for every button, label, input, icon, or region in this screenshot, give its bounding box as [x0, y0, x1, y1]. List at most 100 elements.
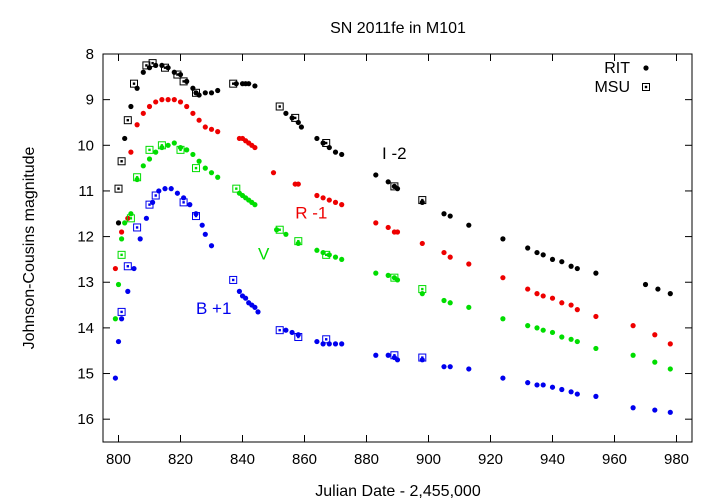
rit-point [128, 149, 134, 155]
x-tick-label: 800 [106, 451, 131, 468]
rit-point [534, 249, 540, 256]
rit-point [339, 151, 345, 158]
x-tick-label: 960 [602, 451, 627, 468]
rit-point [202, 124, 208, 130]
rit-point [252, 202, 258, 208]
rit-point [283, 327, 289, 333]
msu-point [192, 164, 200, 173]
rit-point [162, 186, 168, 192]
rit-point [314, 247, 320, 253]
rit-point [525, 286, 531, 292]
rit-point [295, 181, 301, 187]
msu-point [123, 116, 132, 125]
y-tick-label: 13 [77, 274, 94, 291]
rit-point [500, 236, 506, 242]
rit-point [568, 302, 574, 308]
msu-point [418, 285, 427, 294]
rit-point [208, 170, 215, 176]
msu-point [229, 79, 238, 88]
msu-point [117, 250, 126, 259]
y-tick-labels: 8 9 10 11 12 13 14 15 16 [77, 46, 94, 428]
rit-point [525, 245, 531, 251]
rit-point [630, 352, 636, 358]
rit-point [574, 338, 580, 345]
rit-point [540, 382, 546, 388]
msu-point [322, 250, 331, 259]
msu-point [130, 79, 138, 88]
rit-point [568, 389, 574, 395]
msu-point [275, 326, 284, 335]
msu-point [179, 77, 188, 86]
rit-point [332, 341, 339, 347]
rit-point [252, 83, 258, 89]
msu-point [114, 184, 123, 193]
series-V-RIT [112, 140, 673, 372]
rit-point [140, 110, 146, 116]
msu-point [123, 262, 132, 271]
rit-point [255, 309, 261, 315]
legend: RIT MSU [594, 60, 650, 96]
rit-point [540, 293, 546, 299]
rit-point [190, 110, 196, 116]
rit-point [314, 135, 320, 142]
msu-point [390, 182, 399, 191]
msu-point [192, 88, 200, 97]
rit-point [140, 69, 146, 75]
msu-point [151, 191, 160, 200]
msu-point [176, 145, 185, 154]
rit-point [593, 313, 599, 320]
rit-point [447, 364, 453, 370]
rit-point [115, 281, 122, 288]
rit-point [419, 240, 425, 247]
rit-point [270, 170, 277, 176]
msu-point [145, 145, 154, 154]
rit-point [549, 256, 556, 263]
rit-point [593, 270, 599, 276]
rit-point [667, 366, 673, 372]
rit-point [332, 149, 339, 155]
rit-point [208, 243, 215, 249]
series-I-MSU [114, 59, 427, 205]
rit-point [119, 236, 125, 242]
rit-point [125, 288, 131, 294]
rit-point [667, 409, 673, 415]
rit-point [236, 288, 242, 294]
x-tick-label: 900 [416, 451, 441, 468]
rit-point [202, 165, 208, 171]
y-tick-label: 16 [77, 411, 94, 428]
rit-point [208, 90, 215, 96]
rit-point [373, 270, 379, 276]
rit-point [184, 147, 190, 153]
rit-point [215, 174, 221, 180]
rit-point [332, 254, 339, 260]
rit-point [500, 375, 506, 381]
x-tick-label: 940 [540, 451, 565, 468]
rit-point [171, 97, 177, 103]
rit-point [568, 263, 574, 269]
rit-point [466, 304, 472, 310]
rit-point [559, 300, 565, 306]
band-annotations: I -2 R -1 V B +1 [196, 144, 407, 318]
rit-point [447, 300, 453, 306]
msu-point [294, 237, 303, 246]
msu-point [390, 351, 399, 360]
rit-point [283, 231, 289, 237]
rit-point [667, 291, 673, 297]
rit-point [134, 122, 140, 128]
annotation-V: V [258, 244, 270, 263]
rit-point [252, 144, 258, 151]
rit-point [559, 259, 565, 265]
rit-point [146, 103, 153, 110]
legend-label: RIT [604, 60, 630, 77]
rit-point [385, 352, 391, 358]
y-axis-label: Johnson-Cousins magnitude [21, 147, 38, 350]
rit-point [332, 199, 339, 205]
rit-point [174, 190, 180, 196]
y-tick-label: 8 [86, 46, 94, 63]
rit-point [122, 135, 128, 142]
rit-point [574, 307, 580, 313]
rit-point [115, 338, 122, 345]
rit-point [119, 316, 125, 322]
rit-point [373, 352, 379, 358]
